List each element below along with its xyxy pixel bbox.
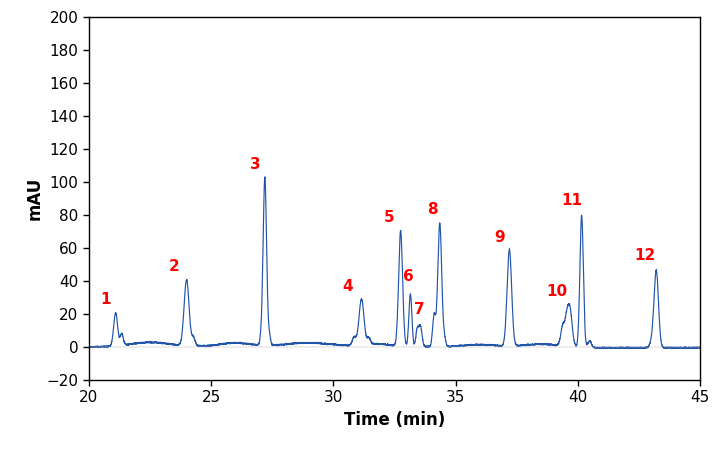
Text: 11: 11 [562,194,583,208]
Text: 10: 10 [547,284,567,299]
Text: 3: 3 [249,157,260,172]
Text: 1: 1 [101,292,111,308]
Text: 12: 12 [634,248,656,263]
Text: 8: 8 [427,202,438,217]
X-axis label: Time (min): Time (min) [344,411,445,429]
Y-axis label: mAU: mAU [25,177,43,220]
Text: 2: 2 [169,260,180,274]
Text: 6: 6 [402,269,413,284]
Text: 5: 5 [384,210,395,225]
Text: 4: 4 [342,279,353,294]
Text: 7: 7 [414,302,424,317]
Text: 9: 9 [495,230,505,245]
